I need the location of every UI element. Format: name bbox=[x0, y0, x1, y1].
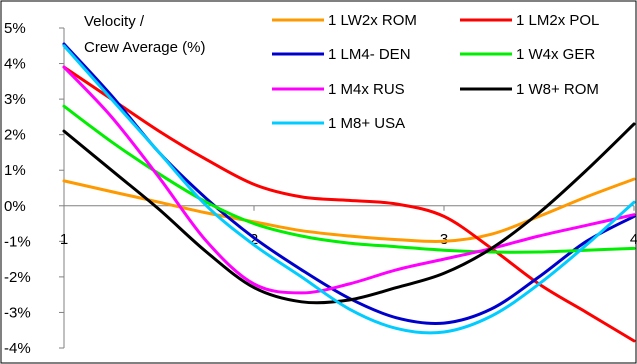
y-tick-label: -1% bbox=[4, 233, 31, 250]
y-tick-label: 0% bbox=[4, 198, 26, 215]
y-axis-label: Velocity / Crew Average (%) bbox=[84, 13, 205, 56]
legend-label: 1 LW2x ROM bbox=[328, 12, 417, 29]
y-axis-label-line: Velocity / bbox=[84, 13, 145, 30]
y-tick-label: -4% bbox=[4, 340, 31, 357]
x-tick-label: 1 bbox=[60, 231, 68, 248]
legend-label: 1 W8+ ROM bbox=[516, 81, 599, 98]
legend-label: 1 M4x RUS bbox=[328, 81, 405, 98]
series-line-1-m4x-rus bbox=[62, 65, 636, 295]
x-tick-label: 3 bbox=[440, 231, 448, 248]
legend-label: 1 M8+ USA bbox=[328, 115, 405, 132]
y-tick-label: -2% bbox=[4, 269, 31, 286]
series-line-1-w4x-ger bbox=[62, 104, 636, 254]
y-tick-label: 5% bbox=[4, 20, 26, 37]
axes-group: 5%4%3%2%1%0%-1%-2%-3%-4%1 2 3 4 bbox=[4, 20, 637, 357]
y-tick-label: -3% bbox=[4, 304, 31, 321]
legend-label: 1 W4x GER bbox=[516, 46, 595, 63]
y-tick-label: 4% bbox=[4, 56, 26, 73]
legend-label: 1 LM4- DEN bbox=[328, 46, 411, 63]
legend: 1 LW2x ROM 1 LM2x POL 1 LM4- DEN 1 W4x GER 1… bbox=[272, 12, 599, 132]
y-tick-label: 2% bbox=[4, 127, 26, 144]
series-line-1-lw2x-rom bbox=[62, 177, 636, 244]
x-tick-label: 4 bbox=[630, 231, 637, 248]
y-tick-label: 1% bbox=[4, 162, 26, 179]
series-group bbox=[62, 42, 636, 343]
y-axis-label-line: Crew Average (%) bbox=[84, 39, 205, 56]
y-tick-label: 3% bbox=[4, 91, 26, 108]
series-line-1-m8-usa bbox=[62, 44, 636, 335]
legend-label: 1 LM2x POL bbox=[516, 12, 599, 29]
series-line-1-w8-rom bbox=[62, 122, 636, 305]
